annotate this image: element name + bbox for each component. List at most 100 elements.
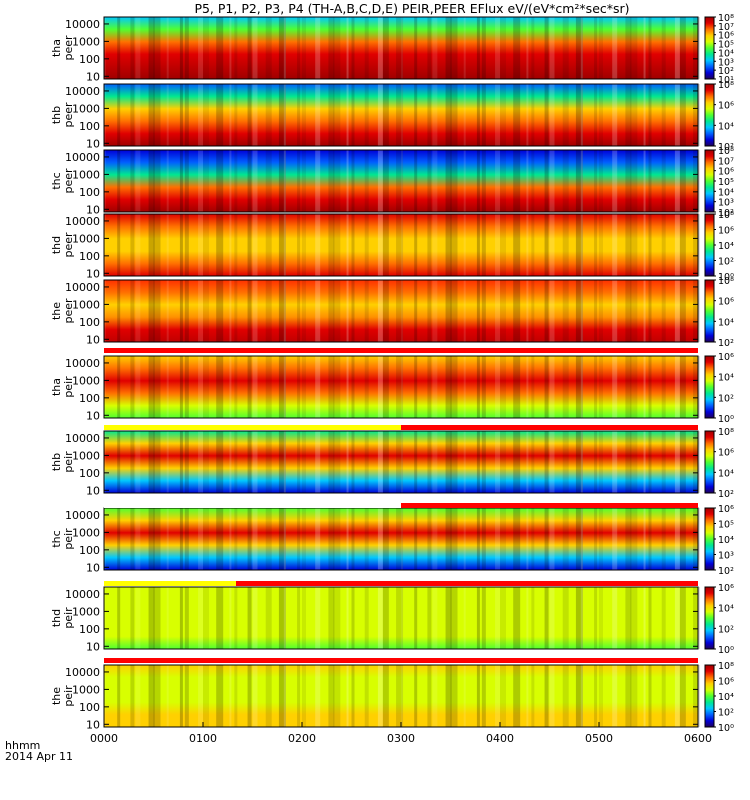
spectrogram-streak	[544, 84, 549, 146]
spectrogram-streak	[117, 214, 121, 276]
spectrogram-streak	[333, 150, 341, 212]
colorbar-tick-label: 10⁴	[718, 317, 734, 328]
spectrogram-streak	[166, 587, 169, 649]
spectrogram-streak	[630, 665, 638, 727]
spectrogram-streak	[198, 508, 204, 570]
spectrogram-streak	[693, 508, 701, 570]
spectrogram-streak	[612, 280, 618, 342]
spectrogram-streak	[648, 17, 652, 79]
spectrogram-streak	[500, 665, 506, 727]
spectrogram-streak	[679, 587, 686, 649]
spectrogram-streak	[104, 280, 106, 342]
spectrogram-streak	[531, 665, 535, 727]
spectrogram-streak	[297, 508, 301, 570]
colorbar-tick-label: 10⁸	[718, 427, 734, 438]
spectrogram-streak	[265, 356, 272, 418]
spectrogram-streak	[513, 214, 521, 276]
spectrogram-streak	[135, 356, 141, 418]
spectrogram-streak	[580, 587, 583, 649]
spectrogram-streak	[625, 431, 632, 493]
colorbar-tick-label: 10⁶	[718, 226, 734, 237]
spectrogram-streak	[315, 214, 321, 276]
species-name: peer	[62, 298, 75, 324]
y-tick-label: 100	[79, 623, 100, 636]
colorbar	[704, 507, 715, 571]
colorbar-tick-label: 10⁶	[718, 448, 734, 459]
spectrogram-streak	[351, 431, 355, 493]
panel-frame	[103, 83, 699, 147]
spectrogram-streak	[580, 84, 583, 146]
colorbar-tick-label: 10³	[718, 57, 734, 68]
spectrogram-streak	[396, 84, 404, 146]
spectrogram-streak	[278, 280, 286, 342]
spectrogram-streak	[166, 280, 169, 342]
x-tick-label: 0400	[486, 732, 514, 745]
spectrogram-streak	[414, 280, 418, 342]
spectrogram-streak	[135, 280, 141, 342]
spectrogram-streak	[427, 587, 432, 649]
spectrogram-streak	[328, 280, 335, 342]
spectrogram-streak	[549, 280, 555, 342]
y-tick-label: 10000	[65, 588, 100, 601]
spectrogram-streak	[674, 587, 680, 649]
spectrogram-streak	[544, 356, 549, 418]
spectrogram-streak	[476, 214, 480, 276]
spectrogram-streak	[302, 665, 306, 727]
spectrogram-streak	[117, 508, 121, 570]
spectrogram-streak	[612, 508, 618, 570]
spectrogram-streak	[265, 665, 272, 727]
spectrogram-streak	[278, 17, 286, 79]
spectrogram-streak	[234, 84, 238, 146]
spectrogram-streak	[401, 214, 403, 276]
spectrogram-streak	[278, 508, 286, 570]
spectrogram-streak	[594, 84, 598, 146]
spectrogram-streak	[630, 587, 638, 649]
spectrogram-streak	[599, 431, 603, 493]
spectrogram-streak	[252, 665, 258, 727]
spectrogram-streak	[648, 587, 652, 649]
spectrogram-streak	[544, 17, 549, 79]
spectrogram-streak	[396, 508, 404, 570]
spectrogram-streak	[234, 587, 238, 649]
colorbar-tick-label: 10⁰	[718, 414, 734, 425]
spectrogram-streak	[351, 508, 355, 570]
spectrogram-streak	[216, 587, 224, 649]
spectrogram-streak	[513, 356, 521, 418]
spectrogram-streak	[396, 214, 404, 276]
spectrogram-streak	[229, 665, 232, 727]
spectrogram-streak	[401, 431, 403, 493]
spectrogram-streak	[495, 280, 501, 342]
y-tick-label: 100	[79, 316, 100, 329]
colorbar	[704, 664, 715, 728]
mode-bar-segment	[104, 658, 698, 663]
spectrogram-streak	[302, 150, 306, 212]
spectrogram-streak	[203, 431, 209, 493]
spectrogram-streak	[346, 587, 349, 649]
spectrogram-streak	[135, 508, 141, 570]
spectrogram-streak	[346, 150, 349, 212]
spectrogram-streak	[382, 280, 389, 342]
mode-bar	[104, 503, 698, 508]
spectrogram-streak	[661, 508, 666, 570]
spectrogram-streak	[500, 214, 506, 276]
spectrogram-streak	[544, 508, 549, 570]
spectrogram-streak	[346, 356, 349, 418]
y-tick-label: 10	[86, 409, 100, 422]
spectrogram-streak	[328, 508, 335, 570]
mode-bar-segment	[401, 425, 698, 430]
species-name: peir	[62, 685, 75, 707]
spectrogram-streak	[315, 356, 321, 418]
spectrogram-streak	[265, 587, 272, 649]
species-name: peer	[62, 232, 75, 258]
spectrogram-streak	[229, 587, 232, 649]
spectrogram-streak	[544, 150, 549, 212]
spectrogram-streak	[495, 17, 501, 79]
spectrogram-streak	[513, 665, 521, 727]
colorbar-tick-label: 10⁷	[718, 156, 734, 167]
spectrogram-streak	[104, 508, 106, 570]
colorbar	[704, 355, 715, 419]
spectrogram-streak	[500, 508, 506, 570]
x-axis-label: hhmm	[5, 739, 40, 752]
